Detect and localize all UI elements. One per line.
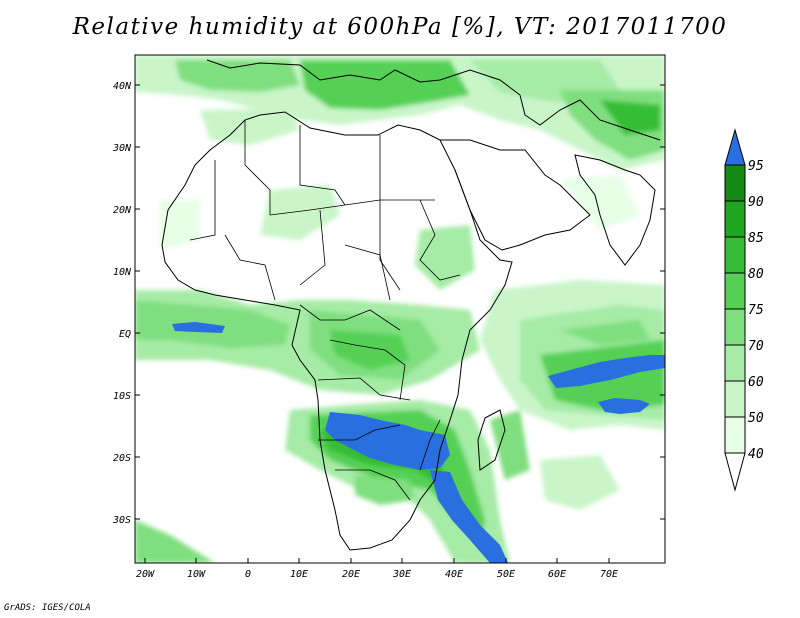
- plot-frame: [134, 54, 666, 564]
- lat-label: 20S: [113, 453, 131, 464]
- colorbar-label: 85: [748, 231, 764, 246]
- colorbar-label: 95: [748, 159, 764, 174]
- colorbar-label: 70: [748, 339, 764, 354]
- colorbar-segment: [724, 272, 746, 310]
- lon-label: 60E: [548, 569, 566, 580]
- lon-label: 10E: [290, 569, 308, 580]
- colorbar-segment: [724, 308, 746, 346]
- lon-label: 20W: [136, 569, 155, 580]
- lon-labels: 20W 10W 0 10E 20E 30E 40E 50E 60E 70E: [136, 569, 618, 580]
- colorbar-segment: [724, 200, 746, 238]
- lon-label: 30E: [392, 569, 411, 580]
- lon-label: 50E: [497, 569, 515, 580]
- lat-label: 10N: [113, 267, 132, 278]
- map-title: Relative humidity at 600hPa [%], VT: 201…: [72, 14, 728, 40]
- lon-label: 20E: [342, 569, 360, 580]
- colorbar-segment: [724, 164, 746, 202]
- colorbar-segment: [724, 236, 746, 274]
- credit-text: GrADS: IGES/COLA: [4, 603, 91, 613]
- colorbar-label: 40: [748, 447, 764, 462]
- colorbar: 40 50 60 70 75 80 85 90 95: [724, 128, 764, 492]
- lon-label: 10W: [187, 569, 206, 580]
- lat-label: 10S: [113, 391, 131, 402]
- country-borders: [189, 120, 461, 501]
- lon-tick-marks: [144, 558, 610, 563]
- lat-label: 30N: [112, 143, 132, 154]
- humidity-field: [135, 55, 665, 563]
- colorbar-label: 50: [748, 411, 764, 426]
- colorbar-segment: [724, 416, 746, 454]
- colorbar-segment: [724, 380, 746, 418]
- lat-label: 20N: [113, 205, 132, 216]
- coastlines: [161, 59, 661, 551]
- lat-label: 40N: [113, 81, 132, 92]
- lon-label: 0: [245, 569, 251, 580]
- colorbar-label: 60: [748, 375, 764, 390]
- colorbar-top-arrow: [724, 128, 746, 166]
- lon-label: 40E: [445, 569, 463, 580]
- colorbar-label: 75: [748, 303, 764, 318]
- lon-label: 70E: [600, 569, 618, 580]
- colorbar-label: 80: [748, 267, 764, 282]
- lat-tick-marks: [135, 84, 665, 520]
- lat-label: EQ: [119, 329, 131, 340]
- colorbar-label: 90: [748, 195, 764, 210]
- lat-labels: 40N 30N 20N 10N EQ 10S 20S 30S: [112, 81, 132, 526]
- colorbar-bottom-arrow: [724, 452, 746, 492]
- colorbar-segment: [724, 344, 746, 382]
- lat-label: 30S: [112, 515, 131, 526]
